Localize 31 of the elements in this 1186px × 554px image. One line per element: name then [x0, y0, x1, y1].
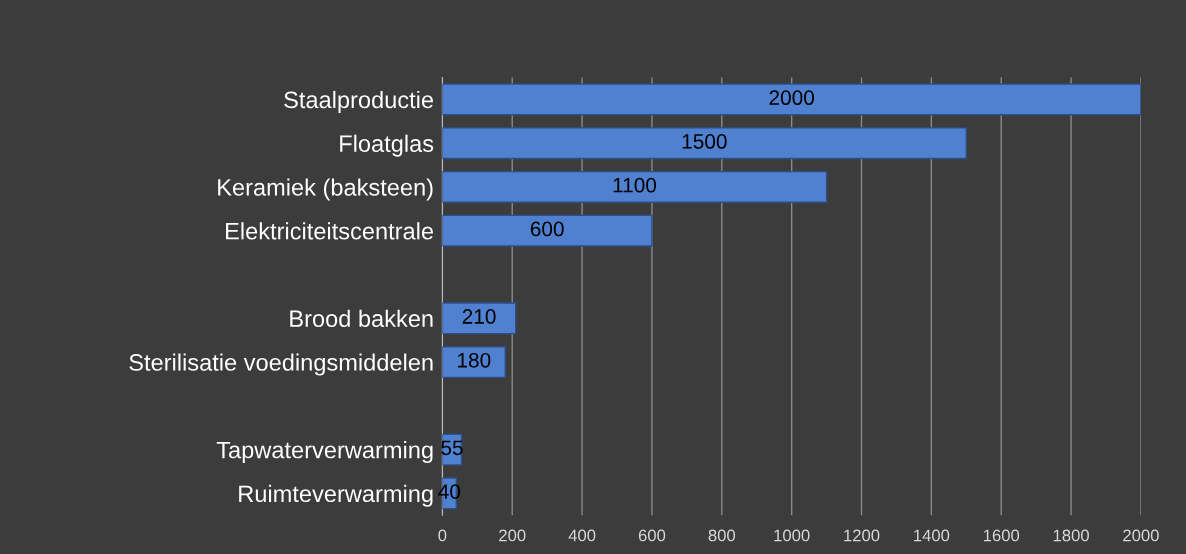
- x-tick-label: 0: [438, 529, 447, 542]
- y-tick-label: Ruimteverwarming: [239, 484, 433, 507]
- data-label: 1500: [682, 134, 727, 149]
- y-tick-label: Floatglas: [340, 134, 434, 157]
- bar: [442, 127, 967, 160]
- y-tick-label: Staalproductie: [284, 90, 434, 113]
- data-label: 600: [530, 221, 564, 237]
- x-tick-label: 600: [638, 529, 666, 542]
- x-tick-label: 1400: [914, 529, 950, 542]
- x-tick-label: 200: [499, 529, 526, 542]
- y-tick-label: Keramiek (baksteen): [218, 178, 433, 201]
- x-tick-label: 1800: [1053, 529, 1089, 542]
- x-tick-label: 1200: [844, 529, 880, 542]
- bar: [442, 214, 653, 247]
- x-tick-label: 1000: [774, 529, 810, 542]
- data-label: 210: [462, 309, 496, 324]
- bar: [442, 170, 828, 203]
- bar: [442, 83, 1141, 116]
- data-label: 180: [458, 352, 491, 368]
- x-tick-label: 1600: [983, 529, 1020, 542]
- data-label: 1100: [613, 177, 657, 193]
- x-tick-label: 400: [568, 529, 596, 542]
- bar: [442, 302, 517, 335]
- x-tick-label: 800: [708, 529, 736, 542]
- x-tick-label: 2000: [1123, 529, 1159, 542]
- y-tick-label: Elektriciteitscentrale: [226, 222, 433, 240]
- data-label: 2000: [769, 90, 815, 106]
- y-tick-label: Brood bakken: [290, 309, 433, 328]
- y-tick-label: Tapwaterverwarming: [216, 441, 433, 464]
- y-tick-label: Sterilisatie voedingsmiddelen: [129, 353, 433, 376]
- bar: [442, 346, 506, 379]
